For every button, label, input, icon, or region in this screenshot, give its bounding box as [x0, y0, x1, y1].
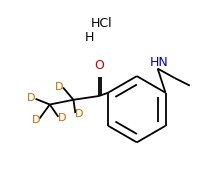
Text: HCl: HCl [91, 17, 113, 30]
Text: HN: HN [150, 56, 169, 69]
Text: O: O [94, 59, 104, 72]
Text: D: D [32, 115, 40, 125]
Text: D: D [57, 113, 66, 123]
Text: D: D [27, 93, 36, 103]
Text: H: H [85, 31, 94, 44]
Text: D: D [74, 109, 83, 119]
Text: D: D [55, 82, 63, 92]
